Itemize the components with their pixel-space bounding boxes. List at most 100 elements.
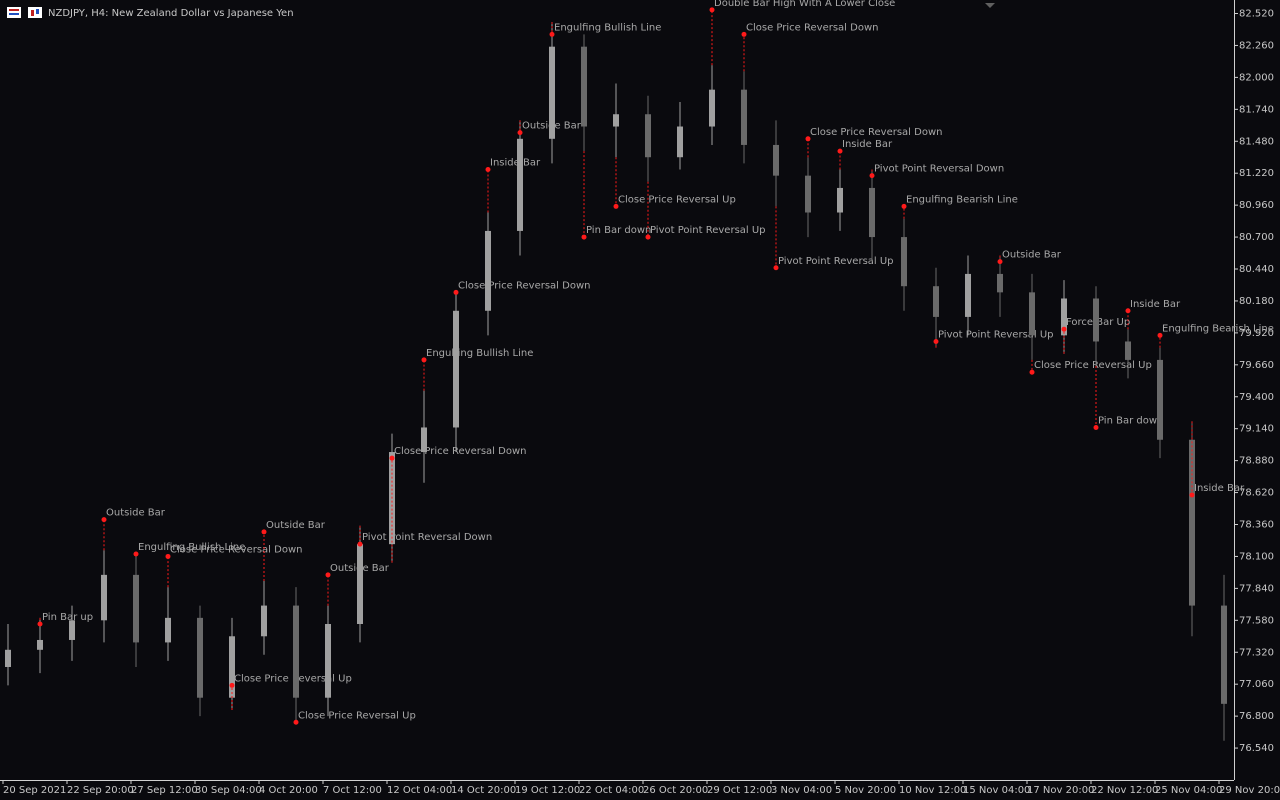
y-tick-label: 81.480 (1239, 136, 1274, 147)
pattern-label: Engulfing Bullish Line (138, 542, 245, 553)
icon (36, 9, 39, 14)
pattern-label: Inside Bar (842, 139, 893, 150)
pattern-label: Engulfing Bullish Line (554, 22, 661, 33)
y-tick-label: 77.840 (1239, 583, 1274, 594)
pattern-dot (101, 517, 107, 523)
pattern-label: Inside Bar (1130, 299, 1181, 310)
x-tick-label: 12 Oct 04:00 (387, 785, 452, 796)
candle-body (357, 544, 363, 624)
x-tick-label: 4 Oct 20:00 (259, 785, 318, 796)
y-tick-label: 80.440 (1239, 264, 1274, 275)
pattern-dot (37, 621, 43, 627)
icon (7, 7, 21, 18)
pattern-label: Pin Bar down (1098, 415, 1163, 426)
y-tick-label: 77.060 (1239, 679, 1274, 690)
pattern-dot (293, 719, 299, 725)
candle-body (581, 46, 587, 127)
pattern-dot (389, 455, 395, 461)
pattern-dot (901, 203, 907, 209)
icon (9, 13, 19, 15)
candle-body (453, 310, 459, 428)
y-tick-label: 76.800 (1239, 711, 1274, 722)
symbol-icons (7, 7, 42, 18)
candle-body (5, 649, 11, 667)
pattern-dot (1093, 424, 1099, 430)
x-tick-label: 29 Oct 12:00 (707, 785, 772, 796)
x-tick-label: 3 Nov 04:00 (771, 785, 832, 796)
pattern-label: Inside Bar (490, 158, 541, 169)
y-tick-label: 79.140 (1239, 424, 1274, 435)
x-tick-label: 22 Sep 20:00 (67, 785, 134, 796)
pattern-dot (869, 173, 875, 179)
x-tick-label: 14 Oct 20:00 (451, 785, 516, 796)
pattern-label: Engulfing Bullish Line (426, 348, 533, 359)
pattern-dot (549, 31, 555, 37)
pattern-dot (709, 7, 715, 13)
candle-body (197, 617, 203, 698)
pattern-dot (165, 553, 171, 559)
y-tick-label: 80.960 (1239, 200, 1274, 211)
x-tick-label: 25 Nov 04:00 (1155, 785, 1222, 796)
candle-body (485, 230, 491, 311)
candle-body (101, 574, 107, 621)
candle-body (37, 639, 43, 650)
x-tick-label: 22 Oct 04:00 (579, 785, 644, 796)
pattern-label: Close Price Reversal Down (746, 22, 878, 33)
pattern-label: Engulfing Bearish Line (906, 194, 1018, 205)
y-tick-label: 82.520 (1239, 9, 1274, 20)
icon (31, 10, 34, 16)
pattern-label: Pivot Point Reversal Down (362, 532, 492, 543)
pattern-dot (837, 148, 843, 154)
pattern-dot (773, 265, 779, 271)
y-tick-label: 81.220 (1239, 168, 1274, 179)
candle-body (1093, 298, 1099, 342)
candle-body (293, 605, 299, 698)
pattern-dot (325, 572, 331, 578)
x-tick-label: 19 Oct 12:00 (515, 785, 580, 796)
y-tick-label: 78.880 (1239, 456, 1274, 467)
chart-title: NZDJPY, H4: New Zealand Dollar vs Japane… (48, 8, 294, 19)
pattern-label: Pivot Point Reversal Down (874, 164, 1004, 175)
pattern-label: Close Price Reversal Up (618, 194, 736, 205)
pattern-label: Pin Bar up (42, 612, 93, 623)
pattern-dot (613, 203, 619, 209)
candle-body (1157, 359, 1163, 440)
pattern-dot (645, 234, 651, 240)
y-tick-label: 82.260 (1239, 40, 1274, 51)
y-tick-label: 79.400 (1239, 392, 1274, 403)
pattern-dot (1189, 492, 1195, 498)
pattern-label: Inside Bar (1194, 483, 1245, 494)
shift-marker (985, 3, 995, 8)
candle-body (741, 89, 747, 145)
candle-body (1189, 439, 1195, 606)
pattern-dot (997, 259, 1003, 265)
x-tick-label: 10 Nov 12:00 (899, 785, 966, 796)
pattern-dot (1125, 308, 1131, 314)
candle-body (837, 187, 843, 213)
candle-body (1221, 605, 1227, 704)
candle-body (517, 138, 523, 231)
candle-body (677, 126, 683, 158)
pattern-dot (933, 338, 939, 344)
y-tick-label: 79.920 (1239, 328, 1274, 339)
candle-body (325, 624, 331, 698)
x-tick-label: 22 Nov 12:00 (1091, 785, 1158, 796)
pattern-label: Pivot Point Reversal Up (650, 225, 766, 236)
x-tick-label: 26 Oct 20:00 (643, 785, 708, 796)
candle-body (901, 237, 907, 287)
pattern-label: Close Price Reversal Up (1034, 360, 1152, 371)
pattern-dot (1157, 332, 1163, 338)
icon (9, 9, 19, 11)
y-tick-label: 80.700 (1239, 232, 1274, 243)
pattern-label: Close Price Reversal Up (234, 673, 352, 684)
pattern-label: Close Price Reversal Down (394, 446, 526, 457)
pattern-dot (229, 682, 235, 688)
candle-body (869, 187, 875, 238)
y-tick-label: 78.360 (1239, 520, 1274, 531)
x-tick-label: 29 Nov 20:00 (1219, 785, 1280, 796)
pattern-dot (805, 136, 811, 142)
candle-body (1125, 341, 1131, 360)
